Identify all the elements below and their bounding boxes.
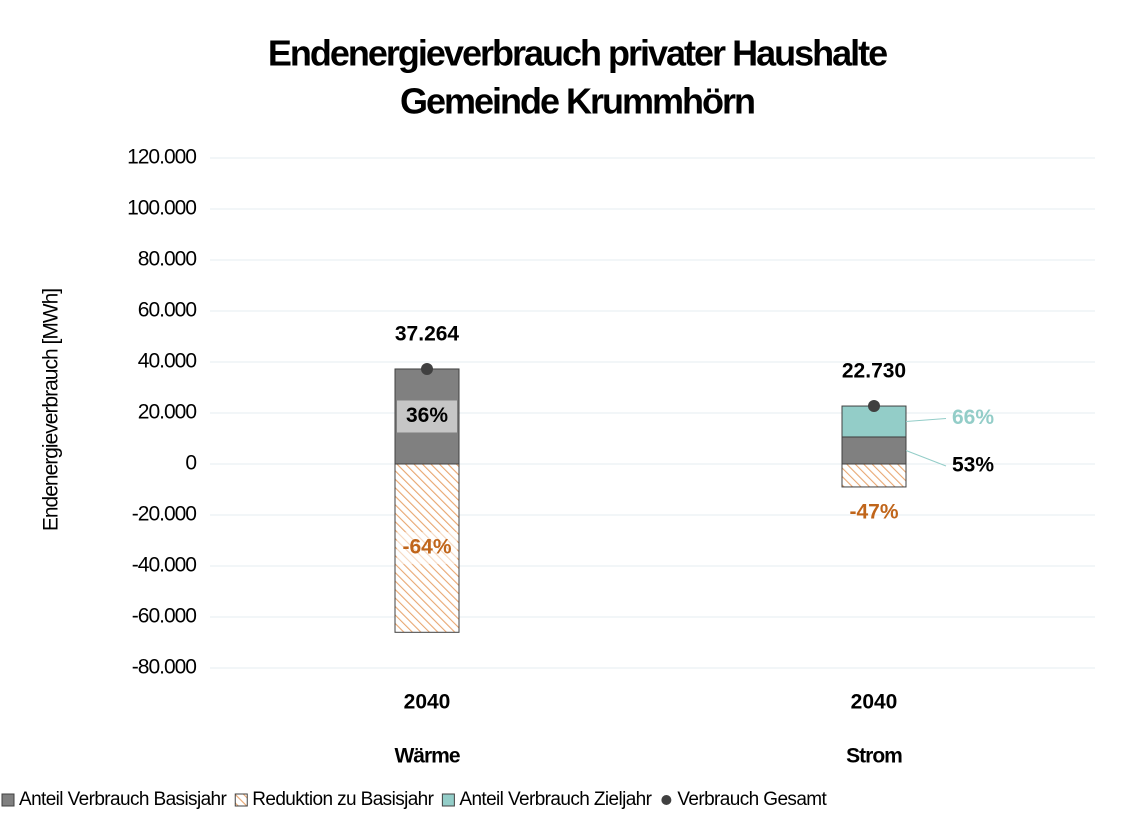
x-tick-label: 2040 (851, 691, 898, 714)
total-dot (868, 400, 880, 413)
bar-segment (841, 463, 907, 488)
group-label: Wärme (394, 745, 459, 768)
data-label: 22.730 (842, 360, 906, 383)
chart-title: Endenergieverbrauch privater Haushalte (268, 33, 887, 74)
leader-line (905, 418, 947, 423)
y-tick-label: 60.000 (138, 299, 197, 322)
legend-label: Anteil Verbrauch Zieljahr (459, 789, 652, 810)
group-label: Strom (846, 745, 902, 768)
label-background (397, 532, 457, 565)
segment-label: 66% (952, 406, 994, 429)
segment-label: 53% (952, 454, 994, 477)
y-tick-label: 80.000 (138, 248, 197, 271)
segment-label: -64% (402, 536, 451, 559)
y-tick-label: 120.000 (127, 146, 196, 169)
segment-label: -47% (849, 500, 898, 523)
y-tick-label: 0 (185, 452, 196, 475)
leader-line (905, 450, 947, 467)
legend-swatch (441, 793, 455, 807)
y-tick-label: 40.000 (138, 350, 197, 373)
bar-segment (841, 405, 907, 438)
legend-label: Reduktion zu Basisjahr (252, 789, 434, 810)
chart-subtitle: Gemeinde Krummhörn (400, 81, 754, 122)
segment-label: 36% (406, 404, 448, 427)
y-tick-label: 20.000 (138, 401, 197, 424)
legend-swatch (1, 793, 15, 807)
legend-label: Verbrauch Gesamt (677, 789, 827, 810)
legend-swatch (234, 793, 248, 807)
y-axis-title: Endenergieverbrauch [MWh] (40, 289, 63, 531)
x-tick-label: 2040 (404, 691, 451, 714)
total-dot (421, 362, 433, 375)
y-tick-label: -40.000 (132, 554, 197, 577)
label-background (397, 400, 457, 433)
y-tick-label: -60.000 (132, 605, 197, 628)
y-tick-label: -80.000 (132, 656, 197, 679)
y-tick-label: -20.000 (132, 503, 197, 526)
legend-label: Anteil Verbrauch Basisjahr (19, 789, 228, 810)
y-tick-label: 100.000 (127, 197, 196, 220)
bar-segment (841, 436, 907, 465)
legend-swatch (661, 795, 672, 805)
data-label: 37.264 (395, 323, 460, 346)
